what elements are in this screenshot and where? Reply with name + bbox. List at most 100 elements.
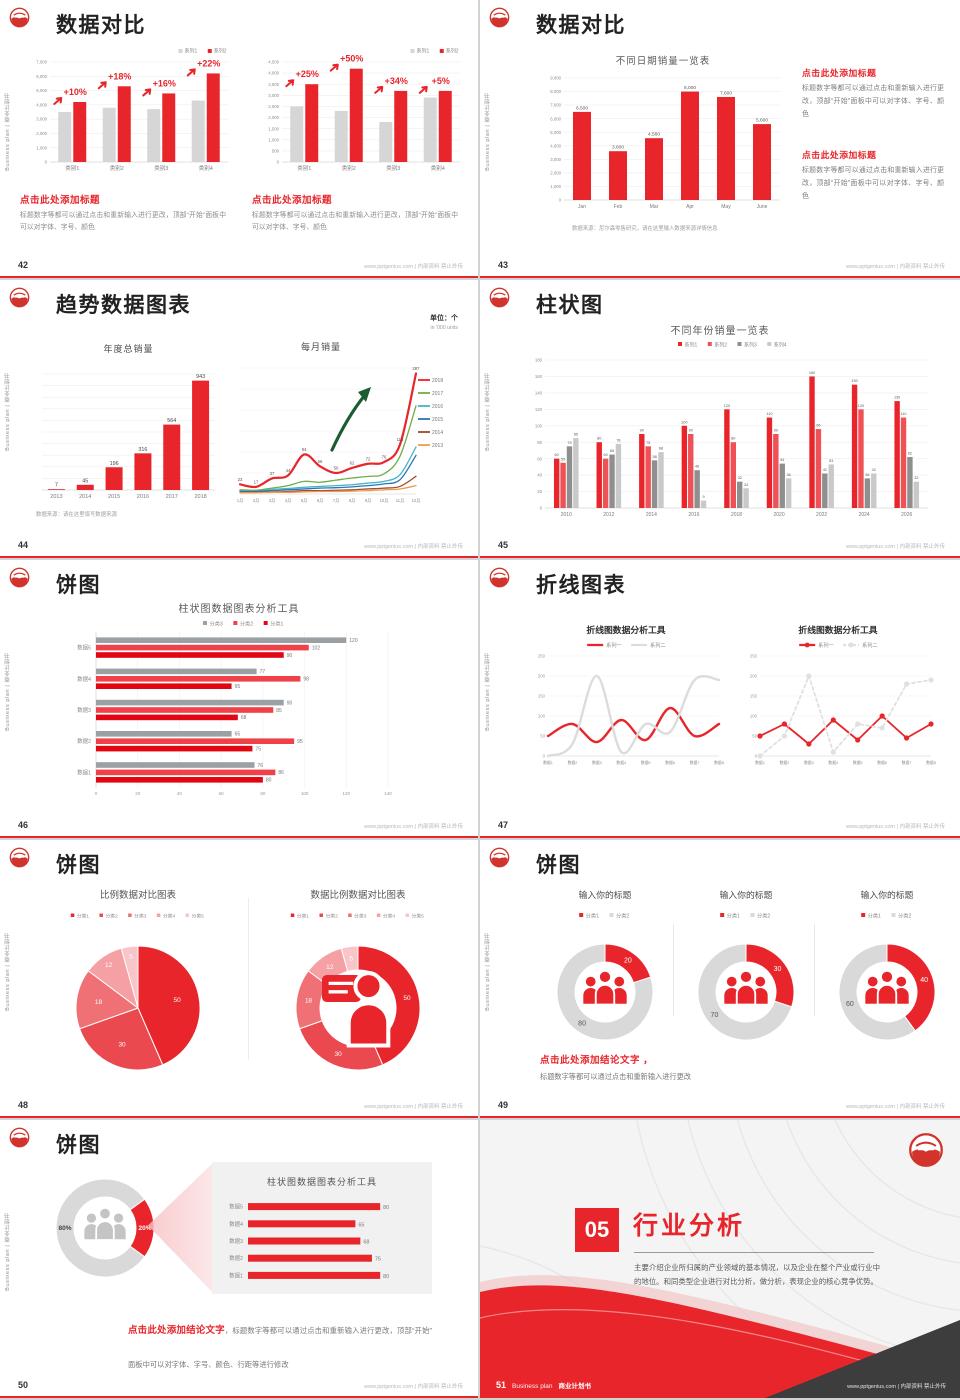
y-tick-label: 250 (538, 654, 546, 659)
monthly-sales-line-chart: 1月 2月 3月 4月 5月 6月 7月 8月 9月 10月 11月 12月 23 17 37 44 94 66 5… (232, 350, 460, 515)
y-tick-label: 100 (538, 714, 546, 719)
x-category-label: Jan (578, 204, 586, 210)
y-tick-label: 9,000 (550, 76, 561, 81)
legend-swatch (750, 913, 755, 917)
x-category-label: 类别3 (154, 164, 168, 172)
bar-value-label: 7 (55, 483, 58, 489)
bar (76, 484, 94, 490)
slice-value-label: 5 (349, 955, 353, 962)
x-tick-label: 80 (260, 791, 266, 796)
point-value-label: 23 (238, 477, 243, 482)
slice-value-label: 30 (334, 1051, 342, 1058)
data-point (879, 725, 885, 731)
cover-footer-left: 51 Business plan 商业计划书 (496, 1380, 591, 1390)
legend-swatch (178, 49, 183, 53)
bar-value-label: 53 (829, 459, 833, 463)
legend-label: 系列一 (606, 641, 622, 649)
bar-value-label: 68 (241, 715, 247, 721)
y-tick-label: 2,000 (268, 115, 279, 120)
data-point (879, 713, 885, 719)
legend-label: 分类2 (105, 912, 118, 919)
legend-label: 系列二 (862, 641, 878, 649)
slice-value-label: 20% (138, 1225, 151, 1232)
annual-sales-bar-chart: 2013 7 2014 45 2015 196 2016 316 2017 564 2018 943 (36, 354, 221, 511)
arrow-up-icon (374, 85, 384, 94)
chart-title: 数据比例数据对比图表 (310, 889, 406, 901)
panel-chart-title: 柱状图数据图表分析工具 (266, 1177, 377, 1187)
brand-logo-icon (489, 567, 510, 588)
bar-value-label: 9 (702, 495, 704, 499)
data-source-note: 数据来源：请在这里填写数据来源 (36, 512, 117, 518)
person-body (876, 983, 898, 1006)
bar-value-label: 564 (167, 418, 176, 424)
pie-slice (556, 943, 654, 1041)
data-point (806, 741, 812, 747)
legend-swatch (319, 913, 323, 917)
bar (96, 769, 276, 776)
bar-value-label: 54 (780, 458, 784, 462)
data-point (757, 753, 763, 759)
logo-arc (915, 1141, 937, 1147)
sidebar-vertical-text: Business plan | 商业计划书 (5, 372, 11, 451)
legend-marker (848, 642, 854, 648)
x-tick-label: 数据6 (877, 760, 887, 765)
bar-value-label: 65 (235, 732, 241, 738)
legend-label: 2013 (432, 443, 443, 449)
legend-label: 分类2 (325, 912, 338, 919)
footer-watermark: www.pptgenius.com | 内部资料 禁止外传 (364, 824, 463, 830)
slice-value-label: 30 (774, 966, 782, 973)
person-body (84, 1224, 99, 1240)
pie-slice (75, 970, 140, 1030)
y-tick-label: 4,500 (268, 60, 279, 65)
x-category-label: 2018 (194, 494, 206, 500)
chart-title: 柱状图数据图表分析工具 (178, 604, 300, 615)
person-body (724, 987, 740, 1004)
slide-title: 饼图 (536, 854, 581, 877)
logo-emblem (9, 287, 30, 308)
bar-value-label: 86 (278, 770, 284, 776)
percent-callout: +34% (385, 76, 408, 86)
bar (47, 489, 65, 490)
donut-chart: 20% 80% (30, 1160, 180, 1305)
logo-arc (493, 572, 506, 576)
bar (785, 478, 792, 508)
bar (681, 91, 699, 200)
bar-value-label: 100 (681, 420, 687, 424)
logo-arc (13, 12, 26, 16)
y-tick-label: 0 (540, 506, 543, 511)
bar (334, 110, 348, 162)
arrow-up-icon (97, 81, 107, 90)
legend-label: 分类1 (297, 912, 310, 919)
bar (871, 473, 877, 508)
data-point (830, 749, 836, 755)
arrow-up-icon (418, 85, 428, 94)
y-tick-label: 140 (535, 390, 543, 395)
bar (147, 109, 161, 162)
data-source-note: 数据来源：尼尔森零售研究，请在这里输入数据来源详情信息 (572, 226, 718, 232)
x-tick-label: 数据3 (804, 760, 814, 765)
slide-title: 趋势数据图表 (56, 294, 191, 317)
bar-value-label: 80 (731, 437, 735, 441)
legend-label: 系列一 (818, 641, 834, 649)
bar-value-label: 130 (894, 396, 900, 400)
y-category-label: 数据5 (229, 1203, 243, 1211)
bar-value-label: 943 (196, 374, 205, 380)
bar (730, 442, 736, 508)
bar-value-label: 65 (235, 684, 241, 690)
x-tick-label: 4月 (285, 498, 292, 504)
legend-swatch (203, 621, 208, 625)
bar (117, 86, 131, 162)
line-chart: 1月 2月 3月 4月 5月 6月 7月 8月 9月 10月 11月 12月 23 17 37 44 94 66 5… (237, 366, 444, 504)
page-number: 43 (498, 260, 509, 270)
y-category-label: 数据2 (77, 737, 91, 745)
bar (864, 478, 871, 508)
bar-value-label: 76 (258, 763, 264, 769)
data-point (903, 735, 910, 741)
pie-slice (137, 945, 201, 1066)
bar (96, 637, 347, 643)
bar-value-label: 90 (287, 700, 293, 706)
bar (851, 384, 858, 508)
data-point (855, 737, 861, 743)
legend-label: 2018 (432, 378, 443, 384)
y-tick-label: 100 (750, 714, 758, 719)
